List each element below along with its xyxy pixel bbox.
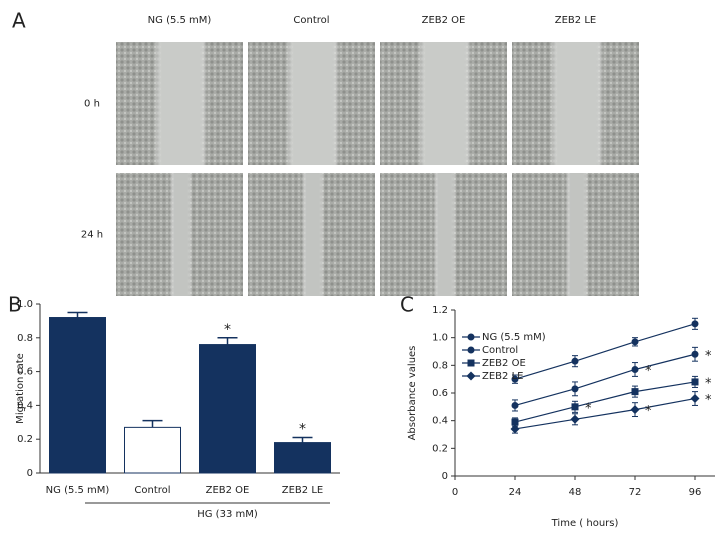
y-tick-label: 1.2 [432, 305, 448, 316]
y-tick-label: 1.0 [432, 333, 448, 344]
annotation: * [299, 422, 306, 438]
marker [691, 320, 699, 328]
marker [630, 405, 640, 415]
marker [631, 365, 639, 373]
column-label: NG (5.5 mM) [148, 15, 212, 26]
scratch-area [248, 173, 375, 296]
y-tick-label: 0 [442, 471, 448, 482]
annotation: * [705, 376, 712, 391]
y-tick-label: 0.4 [17, 400, 33, 411]
bar [124, 426, 181, 474]
series-line [514, 397, 696, 430]
scratch-area [248, 42, 375, 165]
y-axis-label: Migration rate [15, 353, 26, 424]
marker [466, 371, 476, 381]
panel-label: A [12, 9, 26, 33]
panel-label: B [8, 293, 22, 317]
scratch-area [512, 173, 639, 296]
x-axis-label: Time ( hours) [551, 518, 619, 529]
y-tick-label: 0 [27, 468, 33, 479]
y-tick-label: 0.6 [17, 367, 33, 378]
scratch-area [380, 42, 507, 165]
scratch-area [380, 173, 507, 296]
marker [511, 418, 519, 426]
marker [690, 394, 700, 404]
x-tick-label: 24 [509, 487, 522, 498]
y-tick-label: 0.8 [17, 333, 33, 344]
x-tick-label: ZEB2 OE [206, 485, 250, 496]
y-axis-label: Absorbance values [407, 346, 418, 441]
y-tick-label: 0.6 [432, 388, 448, 399]
y-tick-label: 1.0 [17, 299, 33, 310]
row-label: 24 h [81, 230, 103, 241]
annotation: * [705, 349, 712, 364]
legend-label: ZEB2 LE [482, 371, 523, 382]
marker [571, 385, 579, 393]
series-line [514, 353, 696, 407]
x-tick-label: Control [134, 485, 170, 496]
annotation: * [224, 322, 231, 338]
marker [571, 403, 579, 411]
legend-label: Control [482, 345, 518, 356]
marker [631, 338, 639, 346]
annotation: * [585, 401, 592, 416]
marker [691, 350, 699, 358]
marker [467, 359, 475, 367]
x-tick-label: NG (5.5 mM) [46, 485, 110, 496]
marker [510, 424, 520, 434]
marker [691, 378, 699, 386]
marker [571, 357, 579, 365]
legend-label: ZEB2 OE [482, 358, 526, 369]
scratch-area [512, 42, 639, 165]
row-label: 0 h [84, 99, 100, 110]
x-tick-label: 48 [569, 487, 582, 498]
marker [511, 401, 519, 409]
x-tick-label: 72 [629, 487, 642, 498]
series-line [514, 323, 696, 380]
bar [274, 442, 331, 474]
bar [49, 317, 106, 474]
y-tick-label: 0.2 [17, 434, 33, 445]
bar [199, 344, 256, 474]
column-label: ZEB2 LE [555, 15, 596, 26]
column-label: Control [293, 15, 329, 26]
annotation: * [645, 404, 652, 419]
x-tick-label: 96 [689, 487, 702, 498]
y-tick-label: 0.2 [432, 443, 448, 454]
series-line [514, 381, 696, 423]
panel-label: C [400, 293, 414, 317]
annotation: * [645, 364, 652, 379]
x-tick-label: 0 [452, 487, 458, 498]
marker [467, 346, 475, 354]
column-label: ZEB2 OE [422, 15, 466, 26]
scratch-area [116, 173, 243, 296]
x-tick-label: ZEB2 LE [282, 485, 323, 496]
y-tick-label: 0.8 [432, 360, 448, 371]
marker [631, 388, 639, 396]
legend-label: NG (5.5 mM) [482, 332, 546, 343]
annotation: * [705, 393, 712, 408]
marker [570, 414, 580, 424]
marker [511, 375, 519, 383]
y-tick-label: 0.4 [432, 416, 448, 427]
scratch-area [116, 42, 243, 165]
marker [467, 333, 475, 341]
group-label: HG (33 mM) [197, 509, 258, 520]
